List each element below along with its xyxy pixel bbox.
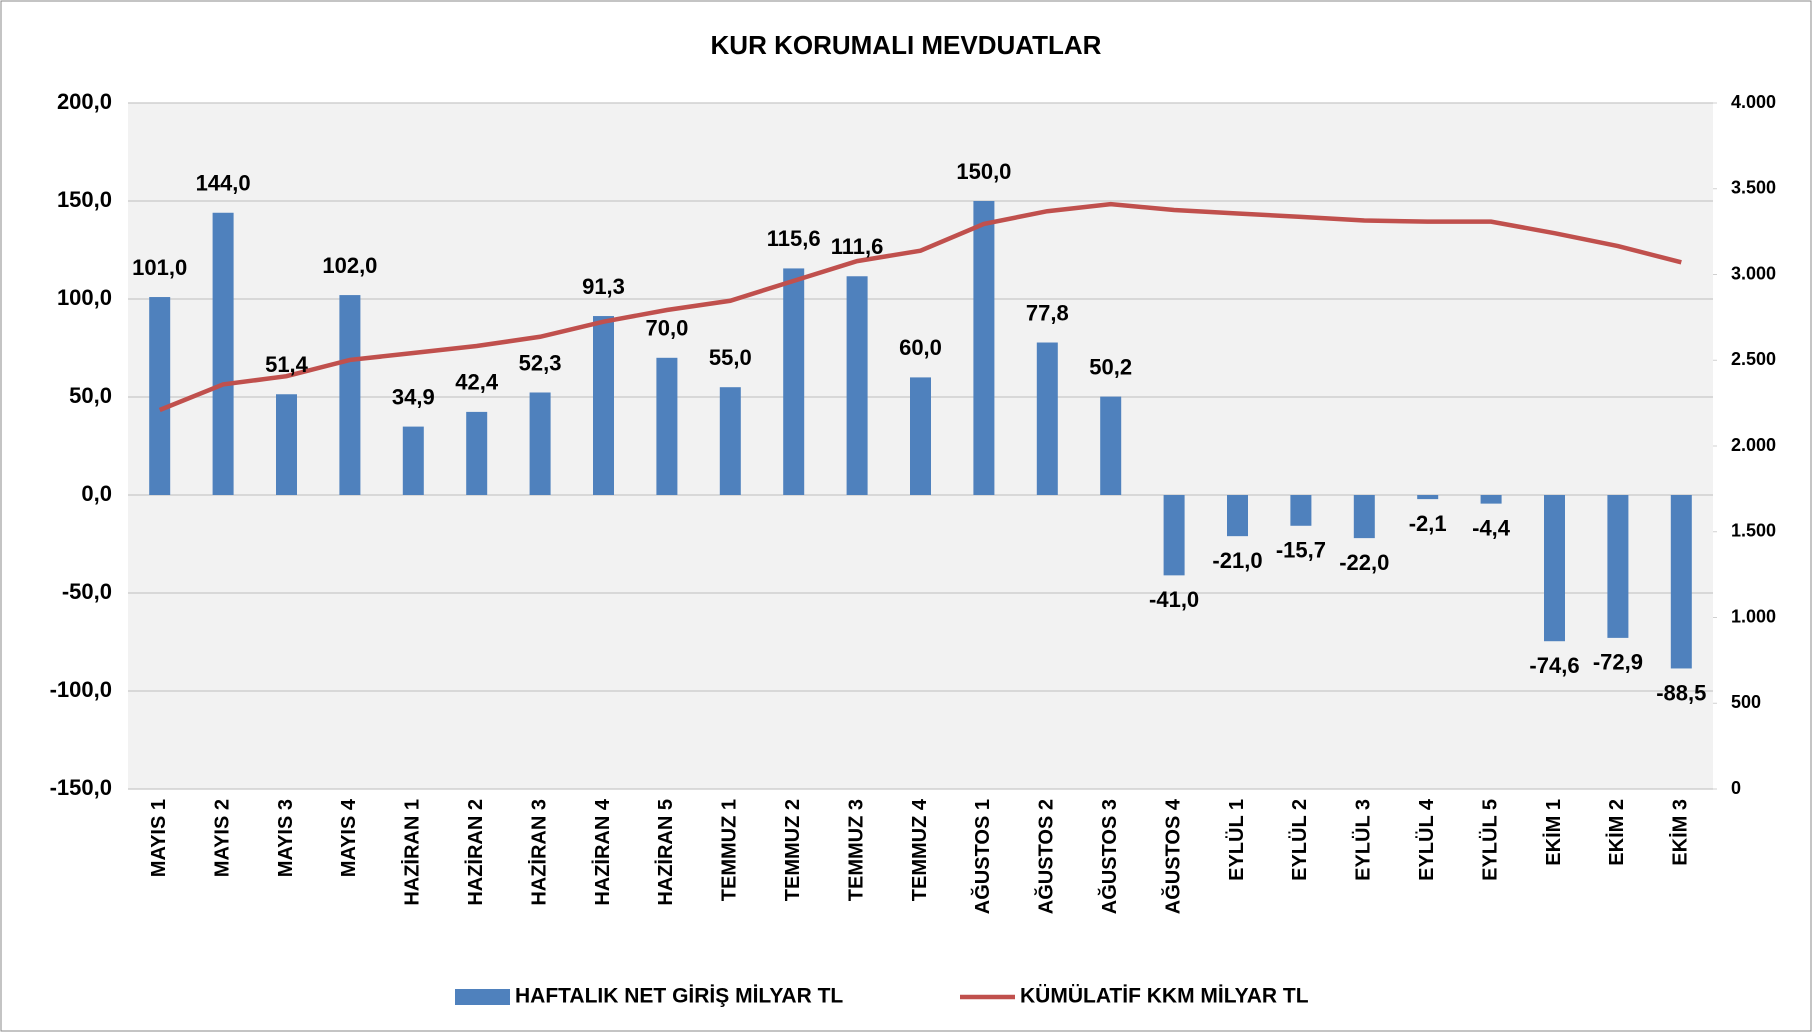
- bar: [1290, 495, 1312, 526]
- data-label: 150,0: [956, 159, 1011, 184]
- data-label: 91,3: [582, 274, 625, 299]
- data-label: 144,0: [196, 171, 251, 196]
- y2-tick-label: 500: [1731, 692, 1761, 712]
- y2-tick-label: 4.000: [1731, 92, 1776, 112]
- data-label: 42,4: [455, 370, 499, 395]
- data-label: 60,0: [899, 335, 942, 360]
- bar: [719, 387, 741, 495]
- x-tick-label: MAYIS 4: [338, 798, 360, 877]
- legend-swatch: [455, 989, 510, 1005]
- bar: [1480, 495, 1502, 504]
- bar: [783, 268, 805, 495]
- data-label: 34,9: [392, 384, 435, 409]
- data-label: -21,0: [1212, 548, 1262, 573]
- bar: [1100, 396, 1122, 495]
- x-tick-label: HAZİRAN 5: [654, 799, 677, 906]
- bar: [149, 297, 171, 495]
- y-tick-label: -50,0: [62, 579, 112, 604]
- data-label: 52,3: [519, 350, 562, 375]
- bar: [339, 295, 361, 495]
- x-tick-label: EYLÜL 1: [1225, 799, 1248, 881]
- y2-tick-label: 1.500: [1731, 521, 1776, 541]
- y2-tick-label: 2.000: [1731, 435, 1776, 455]
- bar: [1607, 495, 1629, 638]
- data-label: -72,9: [1593, 650, 1643, 675]
- x-tick-label: MAYIS 2: [211, 799, 233, 877]
- bar: [466, 411, 488, 495]
- bar: [1227, 495, 1248, 537]
- data-label: -15,7: [1276, 538, 1326, 563]
- y-tick-label: 200,0: [57, 89, 112, 114]
- y2-tick-label: 3.000: [1731, 263, 1776, 283]
- bar: [1670, 495, 1692, 669]
- bar: [276, 394, 297, 495]
- y-tick-label: 50,0: [69, 383, 112, 408]
- y-tick-label: 150,0: [57, 187, 112, 212]
- x-tick-label: HAZİRAN 1: [401, 799, 424, 906]
- data-label: 115,6: [767, 226, 821, 251]
- legend-label: HAFTALIK NET GİRİŞ MİLYAR TL: [515, 985, 843, 1008]
- x-tick-label: TEMMUZ 1: [719, 799, 741, 901]
- y2-tick-label: 0: [1731, 778, 1741, 798]
- data-label: 51,4: [265, 352, 309, 377]
- x-tick-label: EYLÜL 5: [1478, 799, 1501, 881]
- x-tick-label: EYLÜL 4: [1415, 798, 1438, 881]
- x-tick-label: AĞUSTOS 4: [1160, 798, 1184, 914]
- data-label: 77,8: [1026, 300, 1069, 325]
- data-label: 50,2: [1089, 354, 1132, 379]
- x-tick-label: AĞUSTOS 2: [1034, 799, 1058, 914]
- bar: [910, 377, 931, 495]
- bar: [212, 212, 234, 495]
- x-tick-label: AĞUSTOS 1: [970, 799, 994, 914]
- y2-tick-label: 2.500: [1731, 349, 1776, 369]
- bar: [973, 201, 995, 495]
- data-label: 70,0: [645, 316, 688, 341]
- data-label: -88,5: [1656, 680, 1706, 705]
- bar: [529, 392, 551, 495]
- bar: [1544, 495, 1565, 642]
- x-tick-label: EKİM 3: [1669, 799, 1692, 866]
- bar: [1036, 342, 1058, 495]
- x-tick-label: AĞUSTOS 3: [1097, 799, 1121, 914]
- bar: [1417, 495, 1439, 500]
- bar: [846, 276, 868, 495]
- bar: [593, 316, 614, 495]
- bar: [1163, 495, 1185, 576]
- data-label: 101,0: [132, 255, 187, 280]
- data-label: -22,0: [1339, 550, 1389, 575]
- x-tick-label: HAZİRAN 3: [527, 799, 550, 906]
- x-tick-label: EYLÜL 2: [1288, 799, 1311, 881]
- bar: [402, 426, 424, 495]
- data-label: -4,4: [1472, 515, 1511, 540]
- data-label: 55,0: [709, 345, 752, 370]
- x-tick-label: EKİM 1: [1542, 799, 1565, 866]
- x-tick-label: TEMMUZ 2: [782, 799, 804, 901]
- y-tick-label: 0,0: [81, 481, 112, 506]
- x-tick-label: HAZİRAN 2: [464, 799, 487, 906]
- line: [158, 201, 1682, 413]
- x-tick-label: TEMMUZ 3: [845, 799, 867, 901]
- data-label: -41,0: [1149, 587, 1199, 612]
- data-label: -74,6: [1529, 653, 1579, 678]
- y-tick-label: -100,0: [50, 677, 112, 702]
- x-tick-label: EYLÜL 3: [1352, 799, 1375, 881]
- legend-label: KÜMÜLATİF KKM MİLYAR TL: [1020, 985, 1309, 1008]
- x-tick-label: MAYIS 1: [148, 799, 170, 877]
- y-tick-label: -150,0: [50, 775, 112, 800]
- y2-tick-label: 1.000: [1731, 606, 1776, 626]
- x-tick-label: HAZİRAN 4: [591, 798, 614, 906]
- x-tick-label: MAYIS 3: [275, 799, 297, 877]
- data-label: 111,6: [831, 234, 884, 259]
- data-label: -2,1: [1409, 511, 1447, 536]
- chart-title: KUR KORUMALI MEVDUATLAR: [711, 30, 1102, 60]
- x-tick-label: TEMMUZ 4: [909, 798, 931, 901]
- x-tick-label: EKİM 2: [1605, 799, 1628, 866]
- y-tick-label: 100,0: [57, 285, 112, 310]
- data-label: 102,0: [322, 253, 377, 278]
- bar: [1353, 495, 1375, 539]
- y2-tick-label: 3.500: [1731, 178, 1776, 198]
- bar: [656, 357, 678, 495]
